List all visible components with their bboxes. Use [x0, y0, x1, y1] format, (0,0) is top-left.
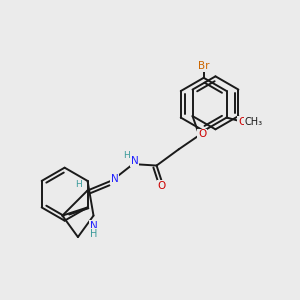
Text: Br: Br	[198, 61, 209, 71]
Text: CH₃: CH₃	[245, 117, 263, 127]
Text: H: H	[123, 151, 130, 160]
Text: O: O	[198, 129, 206, 139]
Text: N: N	[130, 156, 138, 166]
Text: O: O	[238, 117, 246, 127]
Text: H: H	[90, 229, 97, 239]
Text: O: O	[158, 181, 166, 191]
Text: N: N	[111, 174, 118, 184]
Text: N: N	[90, 221, 98, 231]
Text: H: H	[75, 180, 82, 189]
Text: O: O	[198, 129, 206, 139]
